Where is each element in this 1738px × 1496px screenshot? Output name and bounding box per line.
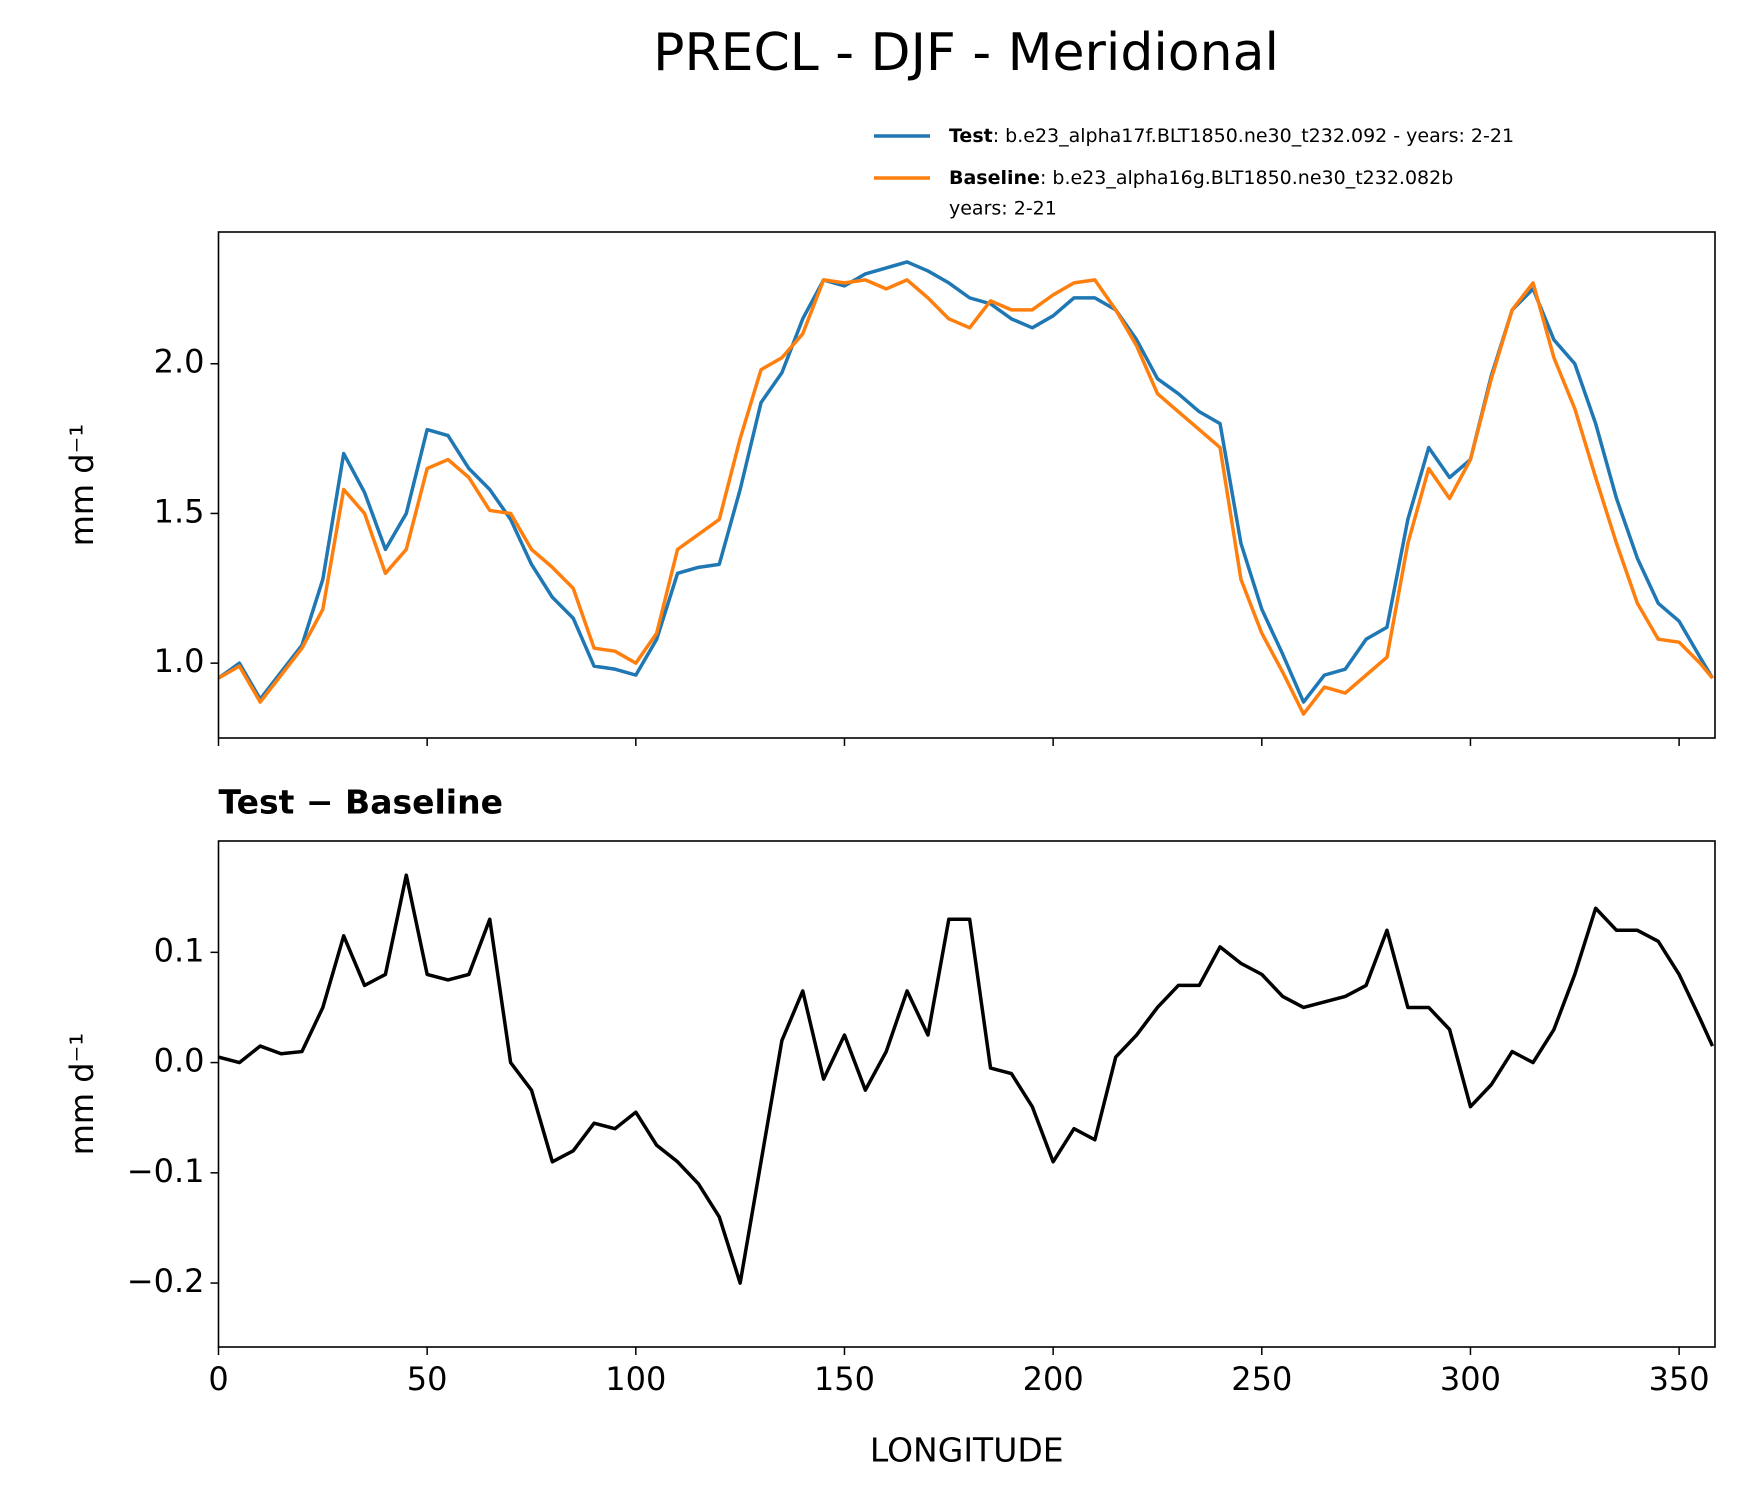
axes-title: Test − Baseline (219, 783, 504, 822)
x-tick-label: 150 (814, 1360, 875, 1398)
data-line (218, 260, 1715, 704)
y-tick-label: −0.2 (127, 1262, 205, 1300)
x-tick-label: 100 (605, 1360, 666, 1398)
legend-entry: Test: b.e23_alpha17f.BLT1850.ne30_t232.0… (949, 125, 1514, 147)
x-tick-label: 300 (1440, 1360, 1501, 1398)
legend-name: Baseline (949, 167, 1040, 189)
y-tick-label: −0.1 (127, 1152, 205, 1190)
axes-frame (217, 840, 1716, 1348)
legend-description: : b.e23_alpha17f.BLT1850.ne30_t232.092 -… (993, 125, 1514, 147)
legend-description: : b.e23_alpha16g.BLT1850.ne30_t232.082b (1040, 167, 1453, 189)
x-tick-label: 350 (1649, 1360, 1710, 1398)
x-tick-label: 200 (1023, 1360, 1084, 1398)
x-axis-label: LONGITUDE (870, 1431, 1064, 1470)
data-line (218, 278, 1714, 716)
figure-title: PRECL - DJF - Meridional (653, 23, 1279, 83)
y-tick-label: 0.0 (154, 1042, 205, 1080)
y-tick-label: 1.0 (154, 642, 205, 680)
legend-name: Test (949, 125, 993, 147)
x-tick-label: 0 (208, 1360, 228, 1398)
axes-frame (217, 231, 1716, 739)
x-tick-label: 50 (407, 1360, 448, 1398)
legend-description: years: 2-21 (949, 198, 1057, 220)
y-tick-label: 1.5 (154, 492, 205, 530)
y-tick-label: 2.0 (154, 343, 205, 381)
y-axis-label: mm d⁻¹ (63, 1033, 101, 1156)
legend-entry: Baseline: b.e23_alpha16g.BLT1850.ne30_t2… (949, 167, 1453, 189)
y-tick-label: 0.1 (154, 931, 205, 969)
x-tick-label: 250 (1231, 1360, 1292, 1398)
data-line (218, 873, 1715, 1285)
y-axis-label: mm d⁻¹ (63, 424, 101, 547)
